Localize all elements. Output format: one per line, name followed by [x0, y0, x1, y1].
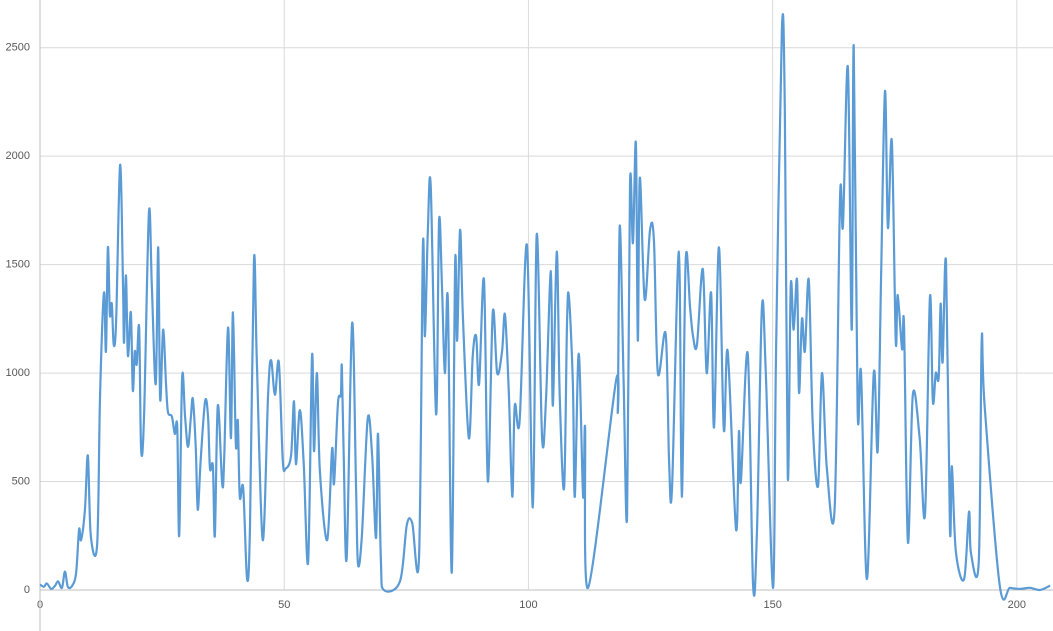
y-tick-label: 500: [12, 475, 30, 487]
x-tick-label: 50: [278, 599, 290, 611]
y-tick-label: 1500: [6, 259, 30, 271]
x-tick-label: 100: [519, 599, 537, 611]
y-tick-label: 2500: [6, 42, 30, 54]
x-tick-label: 200: [1008, 599, 1026, 611]
y-tick-label: 2000: [6, 150, 30, 162]
y-tick-label: 1000: [6, 367, 30, 379]
x-tick-label: 150: [763, 599, 781, 611]
y-tick-label: 0: [24, 584, 30, 596]
line-series: [39, 13, 1051, 601]
